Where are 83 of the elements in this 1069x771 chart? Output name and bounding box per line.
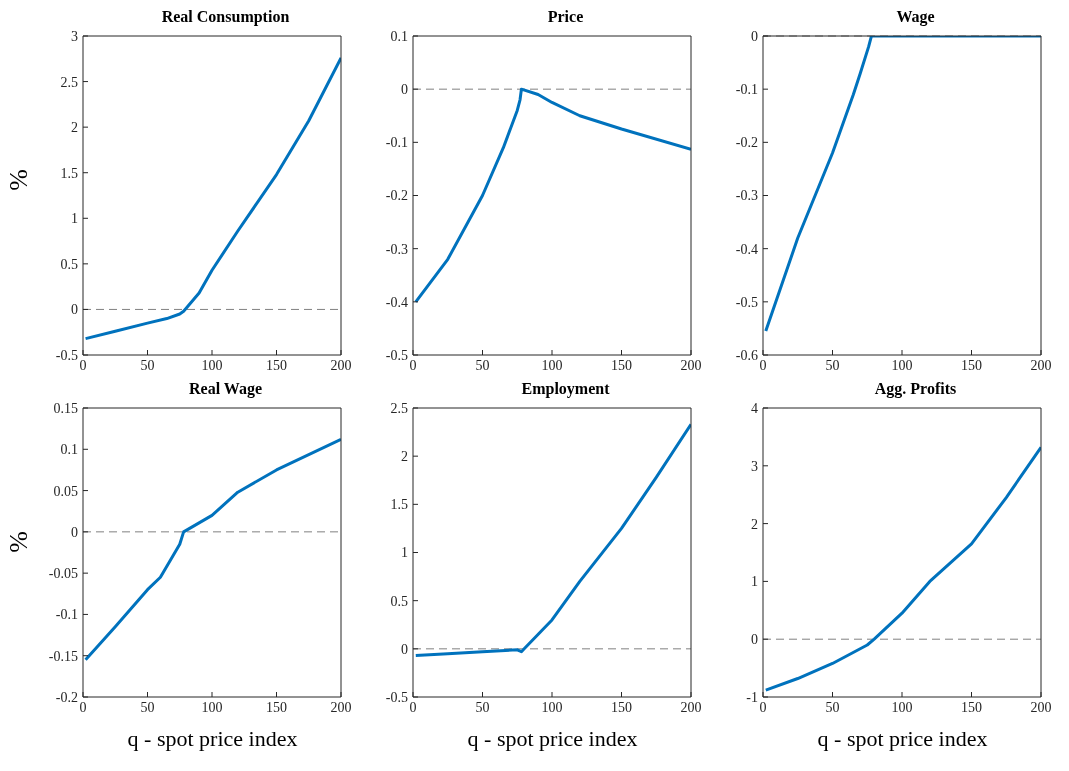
x-tick-label: 150 xyxy=(961,699,982,715)
y-tick-label: 0 xyxy=(751,632,758,648)
y-tick-label: 1 xyxy=(401,545,408,561)
x-tick-label: 150 xyxy=(266,699,287,715)
y-tick-label: 3 xyxy=(71,28,78,44)
x-tick-label: 150 xyxy=(961,357,982,373)
x-tick-label: 100 xyxy=(201,357,223,373)
x-tick-label: 150 xyxy=(266,357,287,373)
y-axis-title: % xyxy=(3,531,34,553)
x-tick-label: 100 xyxy=(541,699,563,715)
y-tick-label: -0.15 xyxy=(48,648,78,664)
y-tick-label: 4 xyxy=(751,400,758,416)
chart-title: Wage xyxy=(895,8,936,28)
x-tick-label: 100 xyxy=(891,699,913,715)
x-axis-title: q - spot price index xyxy=(466,726,639,752)
y-tick-label: -0.5 xyxy=(385,347,408,363)
y-tick-label: 3 xyxy=(751,458,758,474)
x-tick-label: 100 xyxy=(201,699,223,715)
y-tick-label: 0 xyxy=(71,302,78,318)
y-tick-label: 1 xyxy=(71,211,78,227)
y-tick-label: -1 xyxy=(746,689,758,705)
y-tick-label: 0 xyxy=(401,82,408,98)
x-tick-label: 150 xyxy=(611,699,632,715)
y-tick-label: 0.5 xyxy=(60,256,78,272)
line-series xyxy=(414,87,691,304)
y-axis-title: % xyxy=(3,169,34,191)
y-tick-label: 1 xyxy=(751,574,758,590)
x-tick-label: 50 xyxy=(825,699,840,715)
y-tick-label: 0.1 xyxy=(390,28,408,44)
x-tick-label: 200 xyxy=(330,357,352,373)
y-tick-label: -0.2 xyxy=(735,135,758,151)
y-tick-label: -0.6 xyxy=(735,347,758,363)
y-tick-label: 0 xyxy=(71,524,78,540)
line-series xyxy=(84,56,341,341)
x-tick-label: 50 xyxy=(140,699,155,715)
x-axis-title: q - spot price index xyxy=(126,726,299,752)
y-tick-label: 0 xyxy=(401,641,408,657)
y-tick-label: 2 xyxy=(401,449,408,465)
y-tick-label: 1.5 xyxy=(60,165,78,181)
y-tick-label: 1.5 xyxy=(390,497,408,513)
y-tick-label: 0.5 xyxy=(390,593,408,609)
x-tick-label: 200 xyxy=(1030,699,1052,715)
y-tick-label: -0.2 xyxy=(55,689,78,705)
x-tick-label: 200 xyxy=(680,699,702,715)
y-tick-label: -0.3 xyxy=(385,241,408,257)
x-tick-label: 100 xyxy=(891,357,913,373)
y-tick-label: -0.1 xyxy=(385,135,408,151)
y-tick-label: 0.05 xyxy=(53,483,78,499)
y-tick-label: 0.1 xyxy=(60,442,78,458)
y-tick-label: -0.5 xyxy=(385,689,408,705)
chart-title: Real Consumption xyxy=(160,8,291,28)
line-series xyxy=(84,437,341,662)
y-tick-label: -0.5 xyxy=(55,347,78,363)
x-tick-label: 200 xyxy=(680,357,702,373)
line-series xyxy=(414,422,691,658)
y-tick-label: -0.1 xyxy=(55,607,78,623)
x-tick-label: 200 xyxy=(330,699,352,715)
x-tick-label: 50 xyxy=(475,357,490,373)
y-tick-label: -0.3 xyxy=(735,188,758,204)
x-tick-label: 50 xyxy=(140,357,155,373)
chart-title: Employment xyxy=(520,380,611,400)
y-tick-label: 0.15 xyxy=(53,400,78,416)
y-tick-label: -0.1 xyxy=(735,82,758,98)
chart-title: Real Wage xyxy=(188,380,263,400)
x-tick-label: 200 xyxy=(1030,357,1052,373)
y-tick-label: 2 xyxy=(71,120,78,136)
y-tick-label: -0.05 xyxy=(48,566,78,582)
x-tick-label: 100 xyxy=(541,357,563,373)
x-axis-title: q - spot price index xyxy=(816,726,989,752)
line-series xyxy=(764,445,1041,692)
y-tick-label: 2.5 xyxy=(60,74,78,90)
y-tick-label: -0.2 xyxy=(385,188,408,204)
y-tick-label: 0 xyxy=(751,28,758,44)
y-tick-label: -0.4 xyxy=(385,294,408,310)
y-tick-label: 2 xyxy=(751,516,758,532)
x-tick-label: 50 xyxy=(825,357,840,373)
chart-title: Agg. Profits xyxy=(873,380,958,400)
y-tick-label: 2.5 xyxy=(390,400,408,416)
y-tick-label: -0.5 xyxy=(735,294,758,310)
x-tick-label: 50 xyxy=(475,699,490,715)
y-tick-label: -0.4 xyxy=(735,241,758,257)
x-tick-label: 150 xyxy=(611,357,632,373)
chart-title: Price xyxy=(546,8,585,27)
